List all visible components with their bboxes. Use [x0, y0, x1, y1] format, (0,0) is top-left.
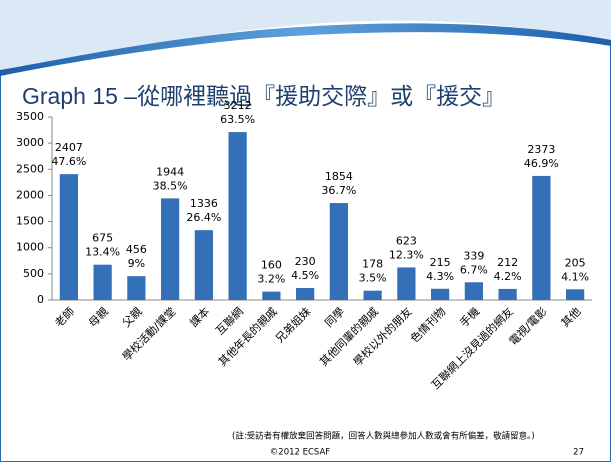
bar [498, 288, 517, 300]
share-label: 63.5% [220, 113, 255, 126]
y-tick-label: 2000 [16, 188, 44, 201]
y-tick-label: 1500 [16, 215, 44, 228]
bar [431, 288, 450, 300]
value-label: 675 [92, 232, 113, 245]
bar [566, 289, 585, 300]
value-label: 3212 [224, 99, 252, 112]
header-swoosh [0, 23, 611, 76]
value-label: 2373 [527, 143, 555, 156]
slide-title: Graph 15 –從哪裡聽過『援助交際』或『援交』 [22, 83, 505, 109]
bar [59, 174, 78, 300]
value-label: 215 [430, 256, 451, 269]
y-tick-label: 2500 [16, 162, 44, 175]
value-label: 212 [497, 256, 518, 269]
share-label: 4.2% [494, 270, 522, 283]
bar [262, 291, 281, 300]
bar [296, 287, 315, 300]
value-label: 1944 [156, 165, 184, 178]
bar [161, 198, 180, 300]
value-label: 1336 [190, 197, 218, 210]
share-label: 9% [128, 257, 145, 270]
bar [194, 230, 213, 300]
value-label: 623 [396, 234, 417, 247]
share-label: 3.5% [359, 272, 387, 285]
share-label: 38.5% [153, 179, 188, 192]
bar [127, 276, 146, 300]
y-tick-label: 500 [23, 267, 44, 280]
bar [532, 175, 551, 300]
share-label: 12.3% [389, 248, 424, 261]
value-label: 205 [565, 256, 586, 269]
bar [464, 282, 483, 300]
share-label: 47.6% [51, 155, 86, 168]
value-label: 178 [362, 258, 383, 271]
copyright: ©2012 ECSAF [270, 448, 331, 458]
y-tick-label: 1000 [16, 241, 44, 254]
value-label: 2407 [55, 141, 83, 154]
value-label: 160 [261, 259, 282, 272]
share-label: 13.4% [85, 246, 120, 259]
y-tick-label: 3500 [16, 110, 44, 123]
bar [228, 132, 247, 300]
value-label: 456 [126, 243, 147, 256]
share-label: 26.4% [186, 211, 221, 224]
y-tick-label: 3000 [16, 136, 44, 149]
bar [363, 290, 382, 300]
share-label: 3.2% [257, 273, 285, 286]
share-label: 6.7% [460, 263, 488, 276]
header-band [0, 0, 611, 70]
share-label: 4.1% [561, 270, 589, 283]
share-label: 4.3% [426, 270, 454, 283]
y-tick-label: 0 [37, 293, 44, 306]
page-number: 27 [573, 448, 584, 458]
bar [93, 264, 112, 300]
value-label: 1854 [325, 170, 353, 183]
value-label: 339 [463, 249, 484, 262]
share-label: 46.9% [524, 157, 559, 170]
bar [397, 267, 416, 300]
bar [329, 203, 348, 300]
share-label: 4.5% [291, 269, 319, 282]
value-label: 230 [295, 255, 316, 268]
share-label: 36.7% [321, 184, 356, 197]
footnote: (註:受訪者有權放棄回答問題，回答人數與總參加人數或會有所偏差，敬請留意。) [232, 431, 535, 442]
